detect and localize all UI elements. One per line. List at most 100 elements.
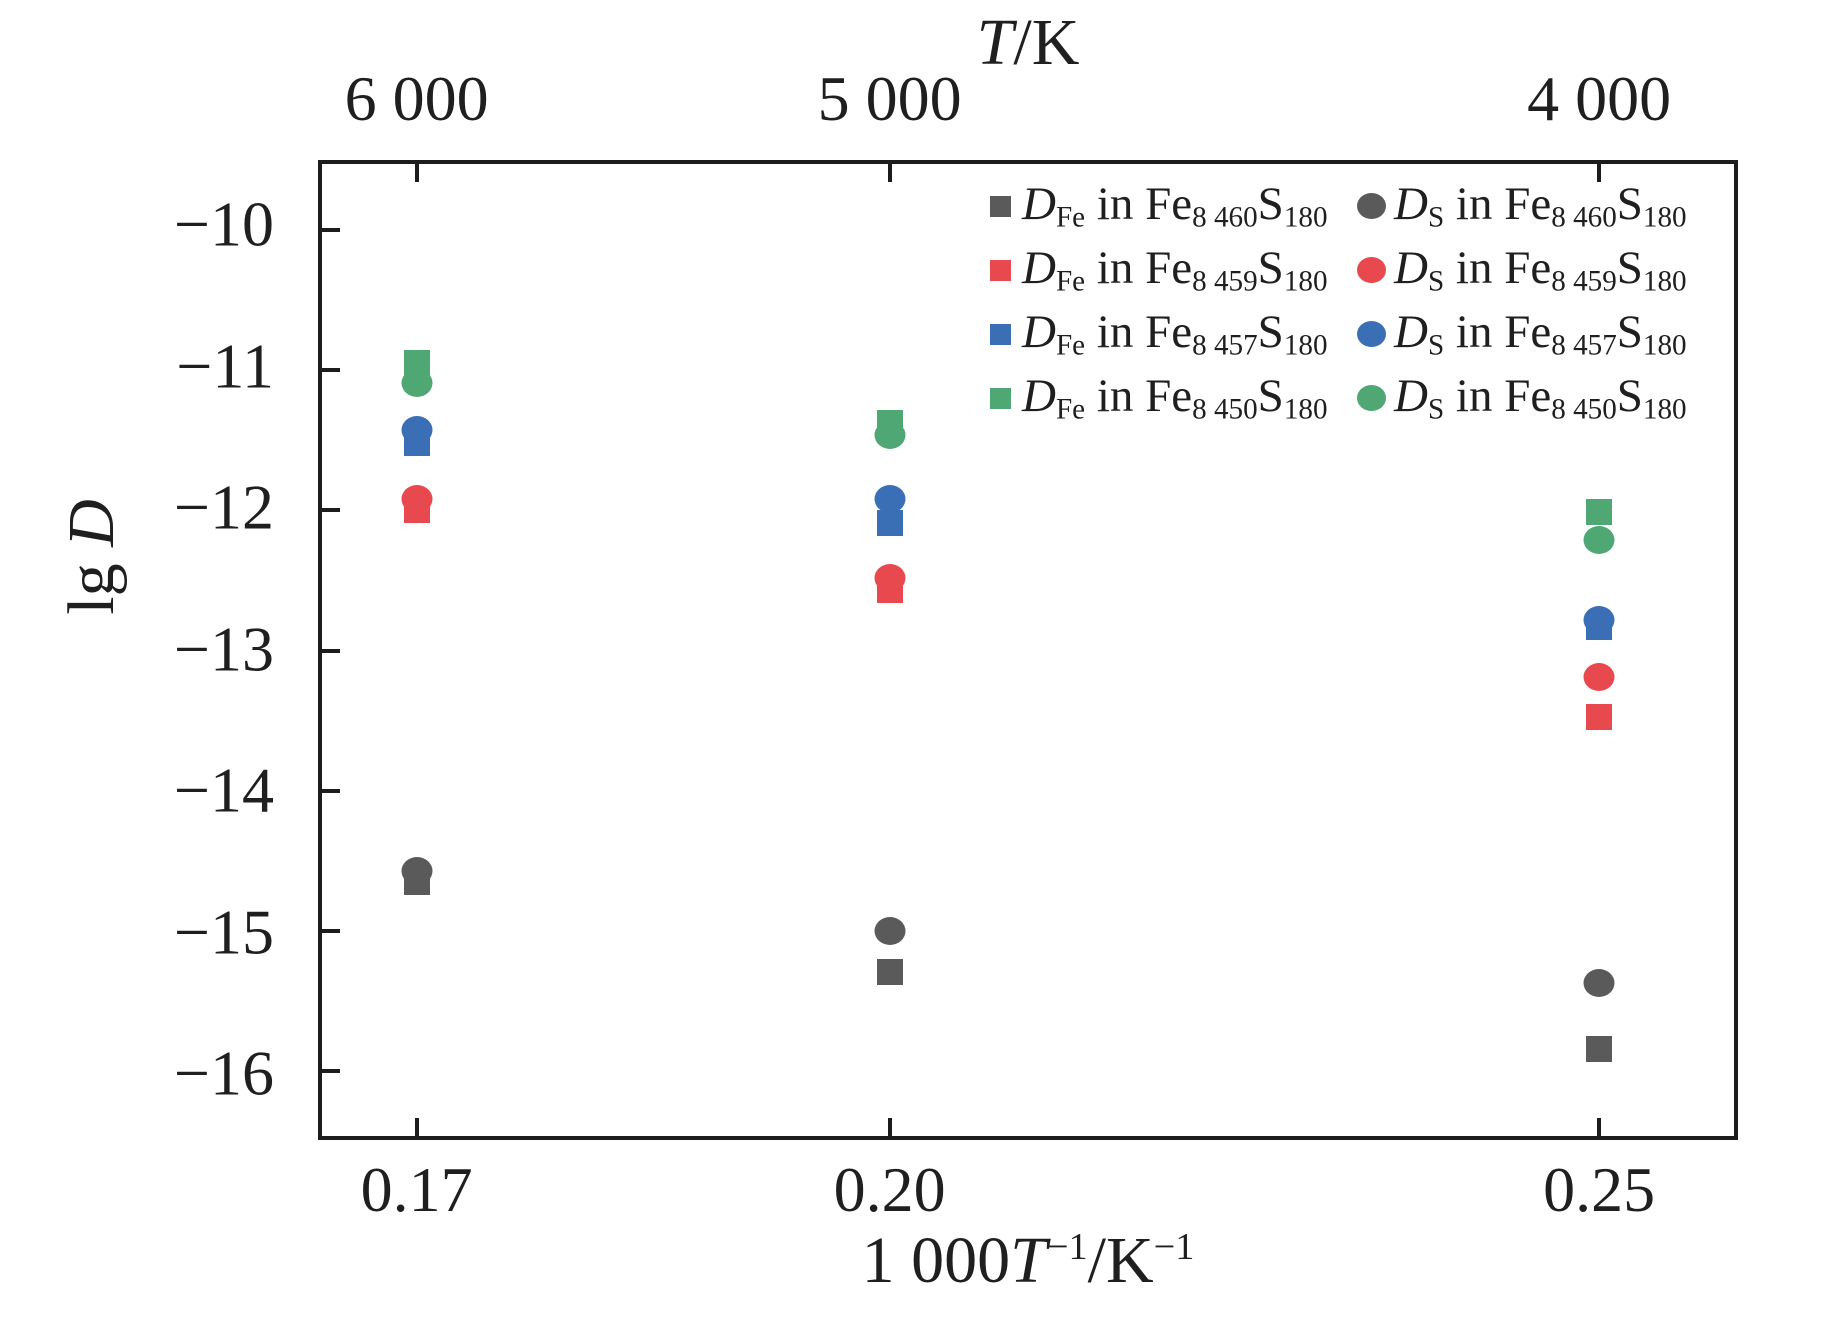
top-tick-mark <box>887 164 892 182</box>
data-point <box>401 368 433 397</box>
legend-s-text: S <box>1257 306 1284 359</box>
data-point <box>1583 663 1615 692</box>
legend-label-ds: DS in Fe8 450S180 <box>1394 369 1687 426</box>
legend-d-sub: Fe <box>1055 265 1086 298</box>
legend-comp-sub: 8 460 <box>1551 201 1617 234</box>
legend-label-dfe: DFe in Fe8 459S180 <box>1022 241 1348 298</box>
legend-s-text: S <box>1257 242 1284 295</box>
x-tick-mark <box>887 1118 892 1136</box>
data-point <box>1586 498 1613 525</box>
legend-row: DFe in Fe8 459S180 DS in Fe8 459S180 <box>978 238 1687 302</box>
y-axis-title-d: D <box>55 499 128 547</box>
legend-label-ds: DS in Fe8 459S180 <box>1394 241 1687 298</box>
legend-d-sub: Fe <box>1055 201 1086 234</box>
legend-s-text: S <box>1616 242 1643 295</box>
y-axis-title: lg D <box>55 407 128 707</box>
legend-s-text: S <box>1616 370 1643 423</box>
legend-s-sub: 180 <box>1642 393 1687 426</box>
top-tick-labels: 6 000 5 000 4 000 <box>322 62 1734 136</box>
y-tick-mark <box>322 508 340 513</box>
legend-d-sub: S <box>1427 329 1445 362</box>
data-point <box>1586 1036 1613 1063</box>
legend-comp-sub: 8 459 <box>1192 265 1258 298</box>
legend-mid-text: in Fe <box>1085 178 1193 231</box>
legend-d: D <box>1022 242 1056 295</box>
x-axis-title-prefix: 1 000 <box>861 1223 1011 1297</box>
y-tick-label: −15 <box>173 896 274 968</box>
x-tick-labels: 0.17 0.20 0.25 <box>322 1150 1734 1230</box>
top-tick-label: 5 000 <box>817 63 962 134</box>
legend-s-sub: 180 <box>1642 329 1687 362</box>
top-tick-label: 4 000 <box>1527 63 1672 134</box>
legend-square-marker <box>989 259 1011 281</box>
legend-mid-text: in Fe <box>1444 306 1552 359</box>
legend-label-dfe: DFe in Fe8 460S180 <box>1022 177 1348 234</box>
y-axis-title-prefix: lg <box>55 546 128 615</box>
legend-label-dfe: DFe in Fe8 457S180 <box>1022 305 1348 362</box>
x-axis-title-exp: −1 <box>1046 1226 1088 1268</box>
legend-square-marker <box>989 195 1011 217</box>
legend-circle-marker <box>1356 257 1386 283</box>
top-axis-title-t: T <box>976 6 1014 79</box>
legend-d-sub: S <box>1427 265 1445 298</box>
legend-label-ds: DS in Fe8 460S180 <box>1394 177 1687 234</box>
legend-s-sub: 180 <box>1642 201 1687 234</box>
y-tick-label: −11 <box>176 330 274 402</box>
x-tick-label: 0.25 <box>1543 1154 1656 1225</box>
legend-s-sub: 180 <box>1283 201 1328 234</box>
y-tick-label: −10 <box>173 188 274 260</box>
legend-mid-text: in Fe <box>1444 370 1552 423</box>
x-tick-label: 0.20 <box>833 1154 946 1225</box>
legend-s-sub: 180 <box>1642 265 1687 298</box>
legend-d: D <box>1022 370 1056 423</box>
top-tick-mark <box>414 164 419 182</box>
legend-s-sub: 180 <box>1283 265 1328 298</box>
legend-mid-text: in Fe <box>1085 370 1193 423</box>
legend-s-text: S <box>1616 306 1643 359</box>
legend-square-marker <box>989 387 1011 409</box>
data-point <box>874 563 906 592</box>
y-tick-mark <box>322 788 340 793</box>
legend-comp-sub: 8 459 <box>1551 265 1617 298</box>
legend-s-text: S <box>1257 370 1284 423</box>
data-point <box>1583 525 1615 554</box>
y-tick-mark <box>322 929 340 934</box>
data-point <box>1583 605 1615 634</box>
legend-d: D <box>1022 178 1056 231</box>
y-tick-mark <box>322 648 340 653</box>
legend-square-marker <box>989 323 1011 345</box>
legend-s-text: S <box>1257 178 1284 231</box>
legend-mid-text: in Fe <box>1085 306 1193 359</box>
legend-label-ds: DS in Fe8 457S180 <box>1394 305 1687 362</box>
legend-comp-sub: 8 457 <box>1551 329 1617 362</box>
top-tick-label: 6 000 <box>344 63 489 134</box>
legend-mid-text: in Fe <box>1444 242 1552 295</box>
x-tick-mark <box>414 1118 419 1136</box>
legend-d: D <box>1022 306 1056 359</box>
data-point <box>1586 703 1613 730</box>
legend-s-sub: 180 <box>1283 393 1328 426</box>
top-tick-mark <box>1597 164 1602 182</box>
legend-d-sub: S <box>1427 393 1445 426</box>
legend-d: D <box>1394 370 1428 423</box>
legend-circle-marker <box>1356 385 1386 411</box>
legend-row: DFe in Fe8 450S180 DS in Fe8 450S180 <box>978 366 1687 430</box>
legend-comp-sub: 8 450 <box>1192 393 1258 426</box>
legend-row: DFe in Fe8 457S180 DS in Fe8 457S180 <box>978 302 1687 366</box>
data-point <box>874 917 906 946</box>
legend-circle-marker <box>1356 193 1386 219</box>
legend-circle-marker <box>1356 321 1386 347</box>
legend-d: D <box>1394 306 1428 359</box>
legend-comp-sub: 8 450 <box>1551 393 1617 426</box>
y-tick-mark <box>322 227 340 232</box>
x-tick-label: 0.17 <box>360 1154 473 1225</box>
data-point <box>401 416 433 445</box>
legend-s-sub: 180 <box>1283 329 1328 362</box>
data-point <box>874 420 906 449</box>
legend-d-sub: S <box>1427 201 1445 234</box>
x-tick-mark <box>1597 1118 1602 1136</box>
x-axis-title-exp2: −1 <box>1153 1226 1195 1268</box>
data-point <box>1583 969 1615 998</box>
legend: DFe in Fe8 460S180 DS in Fe8 460S180 DFe i… <box>978 174 1687 430</box>
legend-d: D <box>1394 242 1428 295</box>
